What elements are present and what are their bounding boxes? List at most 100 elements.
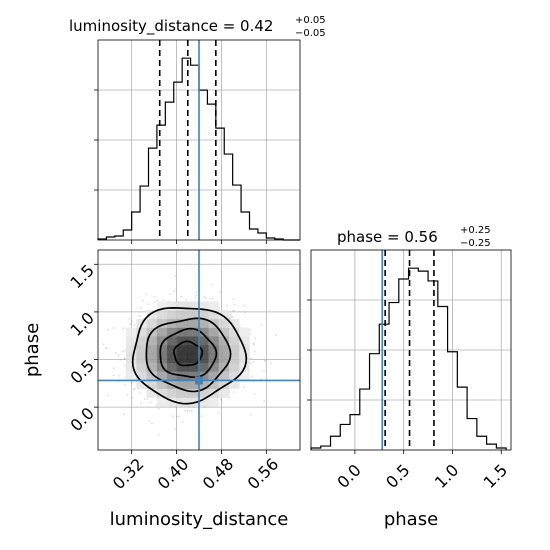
sample-point xyxy=(212,297,214,300)
sample-point xyxy=(128,323,131,325)
sample-point xyxy=(175,288,178,291)
sample-point xyxy=(231,315,234,318)
sample-point xyxy=(112,367,115,370)
sample-point xyxy=(203,296,206,298)
density-cell xyxy=(136,380,147,390)
panel-frame xyxy=(97,39,301,241)
density-cell xyxy=(198,345,209,355)
density-cell xyxy=(167,362,178,372)
density-cell xyxy=(208,301,219,311)
density-cell xyxy=(146,345,158,355)
density-cell xyxy=(156,345,168,355)
sample-point xyxy=(186,409,189,412)
density-cell xyxy=(177,362,189,372)
tick-marks xyxy=(94,263,267,454)
sample-point xyxy=(151,422,154,425)
x-tick-label: 0.40 xyxy=(154,454,193,493)
sample-point xyxy=(133,387,136,390)
density-cell xyxy=(126,362,137,372)
sample-point xyxy=(243,304,246,307)
density-cell xyxy=(228,353,240,363)
density-cell xyxy=(208,380,219,390)
x-axis-label-phase: phase xyxy=(384,509,438,530)
density-cell xyxy=(198,301,209,311)
contour-line xyxy=(145,317,232,393)
sample-point xyxy=(128,318,131,320)
sample-point xyxy=(119,358,122,361)
sample-point xyxy=(117,381,120,383)
sample-point xyxy=(211,283,213,286)
density-cell xyxy=(126,371,137,381)
density-cell xyxy=(177,353,189,363)
density-cell xyxy=(218,388,230,398)
panel-frame xyxy=(310,249,512,451)
density-cell xyxy=(208,353,219,363)
density-cell xyxy=(187,397,199,407)
sample-point xyxy=(188,406,191,408)
sample-point xyxy=(114,351,117,354)
sample-point xyxy=(190,409,193,412)
sample-point xyxy=(174,274,177,277)
sample-point xyxy=(253,392,256,395)
sample-point xyxy=(185,299,188,301)
sample-point xyxy=(226,304,229,307)
density-cell xyxy=(187,388,199,398)
density-cell xyxy=(167,371,178,381)
density-cell xyxy=(177,336,189,346)
sample-point xyxy=(113,327,116,329)
density-cell xyxy=(146,380,158,390)
sample-point xyxy=(173,290,176,293)
truth-crosshair xyxy=(98,250,300,450)
density-cell xyxy=(208,327,219,337)
sample-point xyxy=(231,310,234,312)
sample-point xyxy=(148,420,151,422)
quantile-lines xyxy=(384,250,435,450)
sample-point xyxy=(178,415,181,418)
sample-point xyxy=(264,359,267,362)
density-cell xyxy=(146,336,158,346)
density-cell xyxy=(177,380,189,390)
density-cell xyxy=(228,362,240,372)
density-cell xyxy=(187,301,199,311)
sample-point xyxy=(112,374,115,377)
title-upper-error: +0.05 xyxy=(295,15,326,26)
density-cell xyxy=(228,380,240,390)
sample-point xyxy=(244,311,246,314)
density-cell xyxy=(156,301,168,311)
sample-point xyxy=(219,398,222,401)
sample-point xyxy=(232,298,235,301)
sample-point xyxy=(148,303,150,306)
sample-point xyxy=(124,376,127,379)
density-cell xyxy=(146,318,158,328)
sample-point xyxy=(233,309,236,312)
sample-point xyxy=(242,385,245,388)
sample-point xyxy=(140,402,143,404)
density-cell xyxy=(177,327,189,337)
density-cell xyxy=(126,327,137,337)
y-axis-label-phase: phase xyxy=(22,323,43,377)
sample-point xyxy=(181,420,184,423)
x-tick-labels-phase: 0.0 0.5 1.0 1.5 xyxy=(333,460,511,491)
sample-point xyxy=(250,375,253,378)
title-lower-error: −0.05 xyxy=(295,28,326,39)
density-cell xyxy=(187,380,199,390)
contour-line xyxy=(159,327,218,379)
hist-luminosity-distance-panel: luminosity_distance = 0.42 +0.05 −0.05 xyxy=(69,15,326,244)
density-cell xyxy=(156,371,168,381)
density-cell xyxy=(156,397,168,407)
density-cell xyxy=(228,371,240,381)
density-cell xyxy=(146,353,158,363)
sample-point xyxy=(139,392,142,395)
sample-point xyxy=(263,370,265,373)
sample-point xyxy=(117,354,120,357)
x-tick-label: 0.0 xyxy=(333,460,364,491)
sample-point xyxy=(264,360,266,363)
sample-point xyxy=(260,324,263,327)
sample-point xyxy=(230,315,233,318)
sample-point xyxy=(138,315,141,318)
sample-point xyxy=(107,394,110,397)
density-cell xyxy=(198,353,209,363)
density-cell xyxy=(218,353,230,363)
sample-point xyxy=(195,294,198,297)
contour-line xyxy=(131,307,248,405)
